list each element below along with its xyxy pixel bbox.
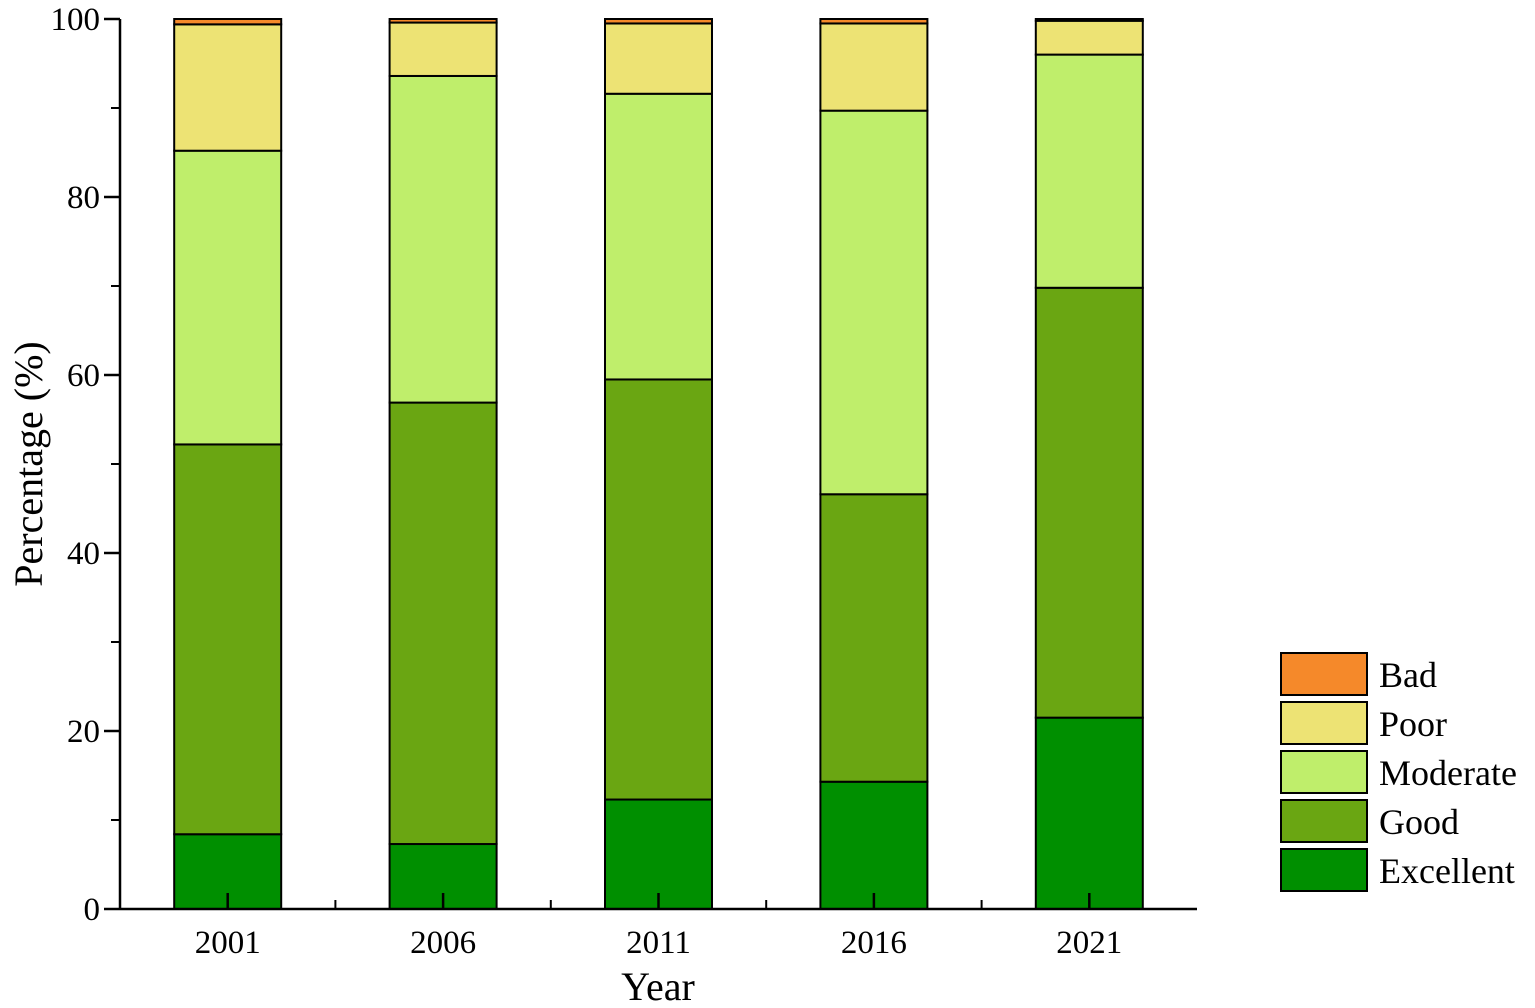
legend-label-moderate: Moderate — [1379, 753, 1517, 793]
bars-layer — [173, 18, 1144, 911]
legend-swatch-bad — [1280, 652, 1368, 696]
legend-swatch-excellent — [1280, 848, 1368, 892]
bar-good-2016 — [819, 493, 929, 783]
y-tick-label-80: 80 — [67, 180, 100, 216]
x-tick-label-2011: 2011 — [626, 925, 691, 961]
bar-moderate-2016 — [819, 109, 929, 496]
bar-excellent-2011 — [604, 798, 713, 911]
bar-bad-2006 — [388, 18, 498, 24]
y-tick-label-100: 100 — [51, 2, 101, 38]
legend-label-poor: Poor — [1379, 704, 1447, 744]
bar-good-2021 — [1034, 286, 1144, 719]
legend-swatch-poor — [1280, 701, 1368, 745]
bar-good-2001 — [173, 443, 283, 836]
y-tick-label-40: 40 — [67, 536, 100, 572]
bar-bad-2001 — [173, 18, 283, 26]
bar-poor-2011 — [604, 22, 713, 95]
legend-label-good: Good — [1379, 802, 1459, 842]
x-tick-label-2001: 2001 — [195, 925, 261, 961]
bar-poor-2006 — [388, 21, 498, 77]
legend-label-excellent: Excellent — [1379, 851, 1515, 891]
bar-poor-2001 — [173, 23, 283, 152]
y-tick-label-60: 60 — [67, 358, 100, 394]
bar-bad-2016 — [819, 18, 929, 25]
x-tick-label-2021: 2021 — [1056, 925, 1122, 961]
bar-moderate-2001 — [173, 149, 283, 446]
legend: Bad Poor Moderate Good Excellent — [1280, 652, 1517, 892]
bar-good-2006 — [388, 401, 498, 846]
y-axis-title: Percentage (%) — [6, 341, 51, 586]
y-ticks: 0 20 40 60 80 100 — [51, 2, 120, 928]
bar-bad-2011 — [604, 18, 713, 25]
bar-bad-2021 — [1034, 18, 1144, 22]
bar-good-2011 — [604, 378, 713, 801]
bar-excellent-2021 — [1034, 716, 1144, 911]
y-tick-label-20: 20 — [67, 714, 100, 750]
x-tick-label-2016: 2016 — [841, 925, 907, 961]
bar-moderate-2011 — [604, 92, 713, 381]
x-tick-label-2006: 2006 — [410, 925, 476, 961]
bar-poor-2021 — [1034, 19, 1144, 56]
bar-moderate-2006 — [388, 74, 498, 404]
x-axis-title: Year — [621, 964, 695, 1008]
bar-excellent-2016 — [819, 780, 929, 910]
bar-poor-2016 — [819, 22, 929, 112]
legend-swatch-good — [1280, 799, 1368, 843]
y-tick-label-0: 0 — [84, 892, 101, 928]
legend-swatch-moderate — [1280, 750, 1368, 794]
bar-moderate-2021 — [1034, 53, 1144, 289]
legend-label-bad: Bad — [1379, 655, 1437, 695]
x-ticks: 2001 2006 2011 2016 2021 — [195, 893, 1122, 961]
